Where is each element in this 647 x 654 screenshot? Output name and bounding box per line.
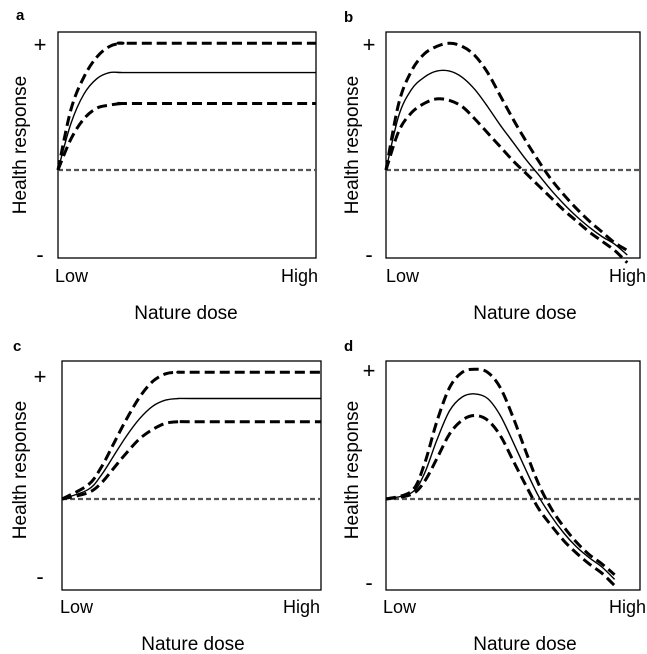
x-tick-high: High: [281, 266, 318, 286]
y-tick-minus: -: [36, 242, 43, 267]
upper-bound-dashed-line: [385, 367, 616, 576]
x-tick-low: Low: [383, 597, 417, 617]
mean-response-line: [61, 397, 321, 500]
y-tick-minus: -: [36, 564, 43, 589]
lower-bound-dashed-line: [384, 97, 629, 264]
panel-a: a + -Low High Health response Nature dose: [10, 7, 318, 324]
x-tick-high: High: [609, 266, 646, 286]
mean-response-line: [385, 393, 616, 580]
mean-response-line: [57, 71, 316, 171]
x-axis-label: Nature dose: [134, 303, 238, 324]
x-tick-low: Low: [60, 597, 94, 617]
plot-frame: [385, 360, 641, 591]
y-axis-label: Health response: [342, 76, 363, 214]
plot-frame: [57, 31, 317, 259]
panel-b: b + -Low High Health response Nature dose: [342, 9, 646, 324]
panel-c: c + -Low High Health response Nature dose: [10, 338, 322, 654]
y-axis-label: Health response: [342, 401, 363, 539]
x-tick-low: Low: [386, 266, 420, 286]
x-tick-high: High: [609, 597, 646, 617]
upper-bound-dashed-line: [61, 370, 321, 501]
lower-bound-dashed-line: [61, 420, 321, 501]
upper-bound-dashed-line: [56, 41, 316, 171]
x-axis-label: Nature dose: [473, 303, 577, 324]
y-tick-plus: +: [34, 32, 47, 57]
panel-d: d + -Low High Health response Nature dose: [342, 338, 646, 654]
panel-letter: c: [13, 338, 21, 355]
panel-letter: d: [344, 338, 353, 355]
y-tick-plus: +: [363, 358, 376, 383]
y-tick-plus: +: [363, 32, 376, 57]
panel-letter: a: [16, 7, 25, 24]
lower-bound-dashed-line: [385, 414, 616, 587]
x-tick-low: Low: [55, 266, 89, 286]
y-axis-label: Health response: [10, 76, 31, 214]
plot-frame: [385, 31, 641, 259]
mean-response-line: [385, 69, 628, 256]
lower-bound-dashed-line: [56, 101, 316, 171]
y-tick-minus: -: [365, 242, 372, 267]
x-tick-high: High: [283, 597, 320, 617]
y-tick-plus: +: [34, 364, 47, 389]
x-axis-label: Nature dose: [473, 634, 577, 654]
plot-frame: [61, 360, 322, 591]
panel-letter: b: [344, 9, 353, 26]
y-axis-label: Health response: [10, 401, 31, 539]
upper-bound-dashed-line: [384, 41, 629, 252]
y-tick-minus: -: [365, 570, 372, 595]
x-axis-label: Nature dose: [141, 634, 245, 654]
